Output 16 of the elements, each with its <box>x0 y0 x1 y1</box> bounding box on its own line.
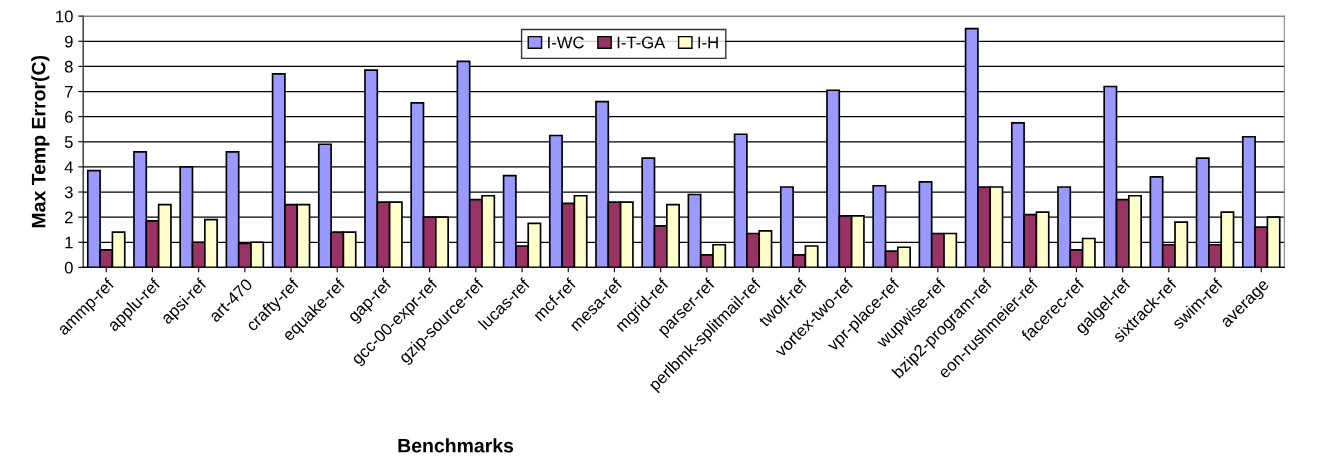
y-tick-label: 6 <box>65 111 73 123</box>
legend-label: I-T-GA <box>617 36 666 49</box>
y-tick-label: 2 <box>65 211 73 224</box>
y-tick-label: 10 <box>56 10 73 23</box>
y-tick-label: 1 <box>65 236 73 249</box>
y-tick-label: 9 <box>64 35 73 48</box>
y-tick-label: 7 <box>65 86 73 98</box>
y-tick-label: 4 <box>64 161 73 173</box>
y-tick-label: 5 <box>64 136 73 148</box>
legend-label: I-H <box>698 36 718 49</box>
y-tick-label: 3 <box>64 186 73 199</box>
y-tick-label: 0 <box>64 261 73 274</box>
legend-label: I-WC <box>548 36 584 49</box>
x-axis-title: Benchmarks <box>398 438 514 453</box>
y-tick-label: 8 <box>64 60 73 73</box>
y-axis-title: Max Temp Error(C) <box>31 55 50 228</box>
